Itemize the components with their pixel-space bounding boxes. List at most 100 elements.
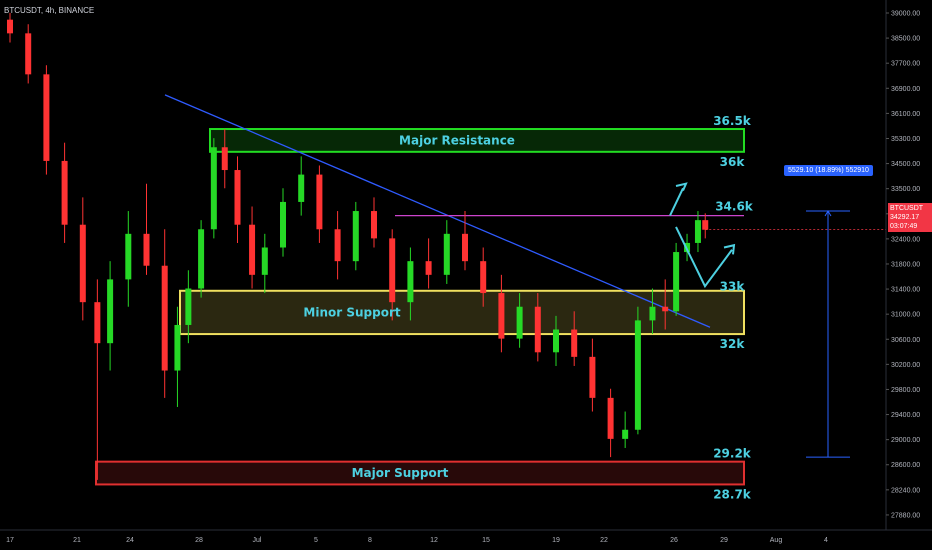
trendline (164, 94, 711, 328)
candle-body (702, 220, 709, 230)
y-tick-label: 29800.00 (891, 387, 920, 394)
symbol-title: BTCUSDT, 4h, BINANCE (4, 6, 95, 15)
candle-body (443, 233, 450, 275)
candle-body (221, 147, 228, 171)
price-tag-price: 34292.17 (890, 214, 920, 221)
y-tick-label: 31400.00 (891, 287, 920, 294)
x-tick-label: 29 (720, 537, 728, 544)
x-tick-label: 17 (6, 537, 14, 544)
zone-major-support (95, 460, 745, 486)
zone-bottom-label: 32k (720, 337, 746, 351)
candle-body (589, 356, 596, 398)
candle-body (7, 19, 13, 34)
zone-bottom-label: 36k (720, 155, 746, 169)
candle-body (534, 306, 541, 353)
candle-body (407, 261, 414, 303)
measure-arrow (824, 210, 832, 217)
x-tick-label: 4 (824, 537, 828, 544)
y-tick-label: 28240.00 (891, 487, 920, 494)
x-tick-label: 21 (73, 537, 81, 544)
candle-body (298, 174, 305, 202)
x-tick-label: 28 (195, 537, 203, 544)
candle-body (334, 229, 341, 262)
price-tag-countdown: 03:07:49 (890, 223, 918, 230)
candle-body (425, 261, 432, 275)
zone-label: Major Resistance (399, 133, 515, 147)
x-tick-label: Aug (770, 537, 783, 544)
candle-body (389, 238, 396, 303)
candle-body (316, 174, 323, 230)
level-label: 34.6k (715, 200, 754, 214)
candle-body (125, 233, 132, 280)
x-tick-label: 8 (368, 537, 372, 544)
candle-body (234, 170, 241, 225)
y-tick-label: 30600.00 (891, 337, 920, 344)
y-tick-label: 35300.00 (891, 136, 920, 143)
zone-minor-support (179, 289, 745, 336)
candle-body (694, 220, 701, 243)
x-tick-label: 12 (430, 537, 438, 544)
price-axis-panel (886, 0, 932, 550)
y-tick-label: 37700.00 (891, 61, 920, 68)
candle-body (622, 429, 629, 439)
candle-body (673, 252, 680, 312)
y-tick-label: 36100.00 (891, 111, 920, 118)
zone-top-label: 29.2k (713, 447, 752, 461)
zone-major-resistance (209, 128, 745, 153)
candle-body (516, 306, 523, 339)
x-tick-label: 15 (482, 537, 490, 544)
candle-body (261, 247, 268, 275)
measure-tag: 5529.10 (18.89%) 552910 (784, 165, 873, 176)
y-tick-label: 39000.00 (891, 11, 920, 18)
y-tick-label: 29000.00 (891, 437, 920, 444)
candle-body (174, 324, 181, 371)
projection-arrow-head (723, 243, 736, 255)
candle-body (79, 224, 86, 303)
candle-body (185, 288, 192, 325)
y-tick-label: 36900.00 (891, 86, 920, 93)
candle-body (43, 74, 50, 161)
y-tick-label: 34500.00 (891, 161, 920, 168)
candle-body (94, 302, 101, 344)
candle-body (571, 329, 578, 357)
candle-body (553, 329, 559, 353)
y-tick-label: 31000.00 (891, 312, 920, 319)
zone-label: Major Support (352, 466, 449, 480)
candle-body (662, 306, 669, 312)
candle-body (371, 211, 377, 239)
x-tick-label: Jul (253, 537, 262, 544)
candle-body (143, 233, 150, 266)
candle-body (161, 265, 168, 371)
up-arrow-line (669, 187, 684, 217)
candle-body (249, 224, 256, 275)
candle-body (480, 261, 487, 294)
zone-label: Minor Support (303, 305, 400, 319)
x-tick-label: 5 (314, 537, 318, 544)
candle-body (462, 233, 468, 262)
candle-body (198, 229, 205, 289)
candle-body (607, 397, 614, 439)
y-tick-label: 27880.00 (891, 512, 920, 519)
candle-body (649, 306, 656, 321)
x-tick-label: 24 (126, 537, 134, 544)
candle-body (280, 201, 286, 248)
candle-body (107, 279, 114, 344)
zone-bottom-label: 28.7k (713, 487, 752, 501)
level-label: 33k (720, 280, 746, 294)
y-tick-label: 33500.00 (891, 186, 920, 193)
candle-body (352, 211, 359, 262)
x-tick-label: 22 (600, 537, 608, 544)
candle-body (634, 320, 641, 430)
current-price-tag: BTCUSDT 34292.17 03:07:49 (888, 203, 932, 232)
x-tick-label: 19 (552, 537, 560, 544)
projection-path (675, 226, 733, 289)
candle-body (210, 147, 217, 230)
x-tick-label: 26 (670, 537, 678, 544)
y-tick-label: 28600.00 (891, 462, 920, 469)
zone-top-label: 36.5k (713, 114, 752, 128)
candle-body (61, 160, 68, 225)
y-tick-label: 32400.00 (891, 236, 920, 243)
y-tick-label: 38500.00 (891, 36, 920, 43)
candle-body (25, 33, 32, 75)
